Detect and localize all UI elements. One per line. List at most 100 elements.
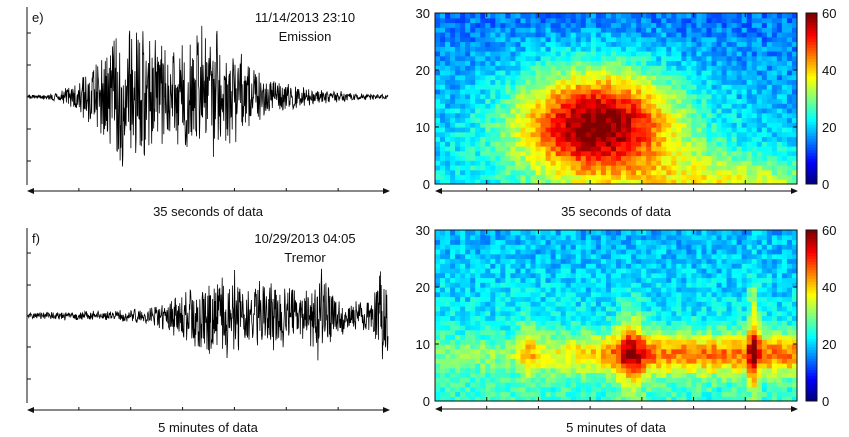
spectrogram-cell	[691, 358, 698, 364]
spectrogram-cell	[450, 230, 456, 236]
spectrogram-cell	[525, 98, 532, 104]
spectrogram-cell	[440, 98, 446, 104]
spectrogram-cell	[686, 348, 693, 355]
spectrogram-cell	[616, 131, 622, 138]
spectrogram-cell	[746, 89, 753, 95]
spectrogram-cell	[535, 160, 542, 166]
spectrogram-cell	[626, 367, 632, 374]
spectrogram-cell	[731, 79, 738, 85]
spectrogram-cell	[560, 46, 567, 52]
spectrogram-cell	[520, 367, 527, 374]
spectrogram-cell	[525, 22, 532, 28]
spectrogram-cell	[666, 146, 672, 152]
spectrogram-cell	[590, 296, 597, 302]
spectrogram-cell	[636, 74, 642, 81]
spectrogram-cell	[480, 344, 486, 350]
spectrogram-cell	[626, 65, 632, 71]
spectrogram-cell	[600, 112, 607, 119]
spectrogram-cell	[771, 93, 778, 100]
spectrogram-cell	[676, 268, 682, 274]
spectrogram-cell	[600, 287, 607, 293]
spectrogram-cell	[600, 108, 607, 114]
spectrogram-cell	[570, 169, 577, 176]
spectrogram-cell	[525, 136, 532, 142]
spectrogram-cell	[681, 103, 687, 109]
spectrogram-cell	[560, 244, 567, 250]
spectrogram-cell	[510, 296, 517, 302]
spectrogram-cell	[525, 329, 532, 336]
spectrogram-cell	[560, 329, 567, 336]
spectrogram-cell	[716, 287, 723, 293]
spectrogram-cell	[701, 301, 708, 307]
spectrogram-cell	[550, 165, 557, 171]
spectrogram-cell	[751, 93, 758, 100]
duration-arrow	[27, 407, 390, 413]
spectrogram-cell	[701, 32, 708, 38]
spectrogram-cell	[701, 249, 708, 255]
spectrogram-cell	[756, 169, 763, 176]
spectrogram-cell	[455, 272, 461, 279]
spectrogram-cell	[445, 22, 451, 28]
spectrogram-cell	[701, 169, 708, 176]
spectrogram-cell	[440, 174, 446, 180]
spectrogram-cell	[691, 155, 698, 161]
spectrogram-cell	[600, 396, 607, 402]
spectrogram-cell	[626, 108, 632, 114]
spectrogram-cell	[701, 320, 708, 326]
spectrogram-cell	[681, 155, 687, 161]
spectrogram-cell	[490, 93, 496, 100]
spectrogram-cell	[590, 155, 597, 161]
spectrogram-cell	[565, 169, 572, 176]
spectrogram-cell	[530, 391, 537, 397]
spectrogram-cell	[731, 234, 738, 241]
spectrogram-cell	[696, 234, 703, 241]
spectrogram-cell	[590, 150, 597, 157]
spectrogram-cell	[575, 310, 582, 317]
spectrogram-cell	[570, 353, 577, 359]
spectrogram-cell	[585, 46, 592, 52]
spectrogram-cell	[520, 131, 527, 138]
spectrogram-cell	[520, 150, 527, 157]
spectrogram-cell	[641, 282, 647, 288]
spectrogram-cell	[505, 136, 512, 142]
spectrogram-cell	[480, 17, 486, 24]
spectrogram-cell	[590, 396, 597, 402]
spectrogram-cell	[666, 13, 672, 19]
spectrogram-cell	[535, 353, 542, 359]
spectrogram-cell	[696, 150, 703, 157]
spectrogram-cell	[721, 268, 728, 274]
spectrogram-cell	[605, 51, 612, 57]
colorbar-segment	[806, 84, 817, 88]
spectrogram-cell	[776, 169, 783, 176]
spectrogram-cell	[776, 127, 783, 133]
spectrogram-cell	[555, 98, 562, 104]
spectrogram-cell	[741, 103, 748, 109]
spectrogram-cell	[495, 249, 501, 255]
spectrogram-cell	[771, 89, 778, 95]
spectrogram-cell	[535, 131, 542, 138]
spectrogram-cell	[485, 112, 491, 119]
spectrogram-cell	[641, 263, 647, 269]
spectrogram-cell	[505, 32, 512, 38]
spectrogram-cell	[485, 301, 491, 307]
spectrogram-cell	[530, 334, 537, 340]
spectrogram-cell	[455, 287, 461, 293]
spectrogram-cell	[540, 310, 547, 317]
spectrogram-cell	[550, 282, 557, 288]
spectrogram-cell	[435, 122, 441, 128]
spectrogram-cell	[445, 339, 451, 345]
spectrogram-cell	[580, 287, 587, 293]
spectrogram-cell	[731, 367, 738, 374]
spectrogram-cell	[480, 127, 486, 133]
spectrogram-cell	[716, 386, 723, 393]
spectrogram-cell	[706, 396, 713, 402]
spectrogram-cell	[435, 108, 441, 114]
spectrogram-cell	[460, 277, 466, 283]
spectrogram-cell	[440, 372, 446, 378]
spectrogram-cell	[761, 32, 768, 38]
waveform-date-label: 11/14/2013 23:10	[255, 10, 355, 25]
spectrogram-cell	[666, 32, 672, 38]
spectrogram-cell	[696, 46, 703, 52]
spectrogram-cell	[721, 136, 728, 142]
spectrogram-cell	[661, 391, 667, 397]
